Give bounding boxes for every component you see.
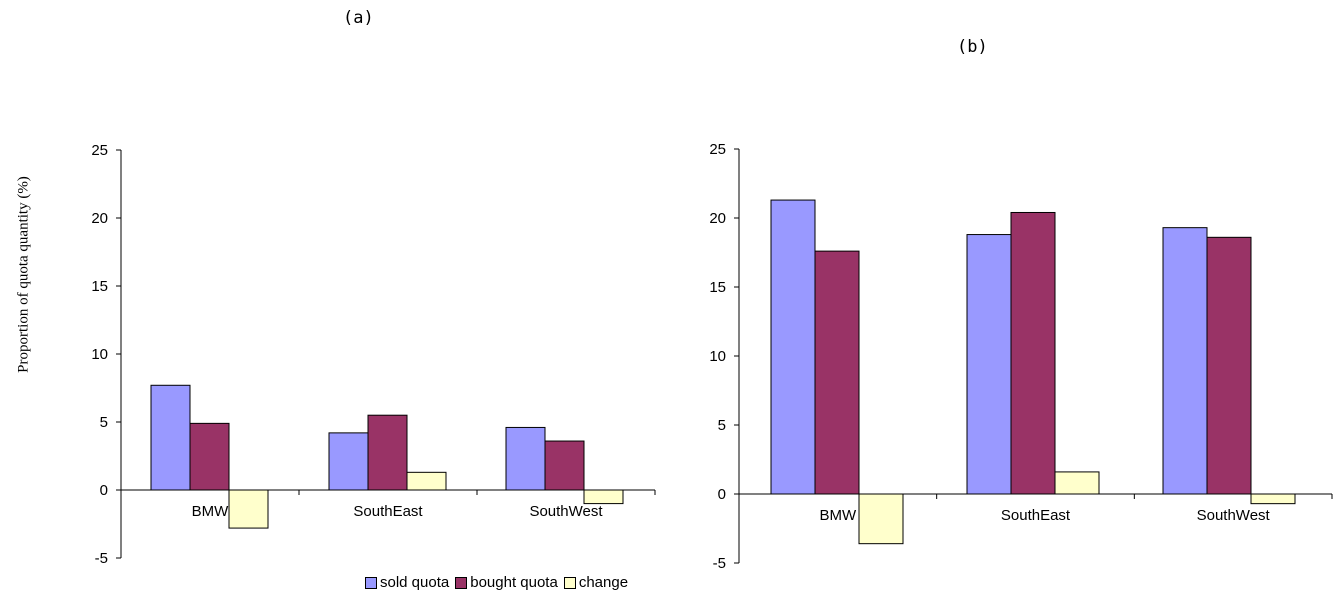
panel-b-bar-sold-southwest [1162,227,1208,495]
panel-a-bar-bought-bmw [189,422,230,491]
panel-b-y-tick-label: 5 [718,417,726,434]
legend-item-bought: bought quota [455,574,558,591]
panel-b-y-tick-label: -5 [713,555,726,572]
panel-b-title: (b) [957,37,988,57]
panel-b-bar-bought-southwest [1206,236,1252,495]
panel-b-bar-change-southwest [1250,493,1296,505]
legend-item-change: change [563,574,629,591]
panel-a-category-label-southeast: SouthEast [353,503,423,520]
panel-a-y-tick-label: 5 [100,414,108,431]
panel-a-y-tick-label: 20 [91,210,108,227]
panel-a-y-tick-label: 15 [91,278,108,295]
panel-b-y-tick-label: 10 [709,348,726,365]
panel-a-bar-bought-southeast [367,414,408,491]
legend: sold quota bought quota change [365,574,628,591]
panel-b-y-tick-label: 25 [709,141,726,158]
panel-a-bar-change-bmw [228,489,269,529]
legend-swatch-bought [455,576,468,589]
legend-label-change: change [578,574,629,591]
panel-b-y-tick-label: 0 [718,486,726,503]
panel-a-bar-sold-southeast [328,432,369,491]
legend-label-sold: sold quota [380,574,450,591]
panel-b-bar-sold-bmw [770,199,816,495]
panel-a-title: (a) [343,8,374,28]
panel-a-bar-change-southwest [583,489,624,505]
panel-a-bar-bought-southwest [544,440,585,491]
panel-a-bar-change-southeast [406,471,447,491]
panel-a-y-tick-label: 0 [100,482,108,499]
panel-b-y-tick-label: 15 [709,279,726,296]
panel-a-y-tick-label: 25 [91,142,108,159]
panel-a-y-tick-label: 10 [91,346,108,363]
panel-b-category-label-southwest: SouthWest [1197,507,1271,524]
legend-swatch-sold [365,576,377,589]
panel-b-bar-bought-bmw [814,250,860,495]
panel-b-category-label-bmw: BMW [819,507,857,524]
legend-label-bought: bought quota [470,574,558,591]
panel-b-y-tick-label: 20 [709,210,726,227]
panel-b-bar-change-southeast [1054,471,1100,495]
legend-item-sold: sold quota [365,574,449,591]
panel-b-bar-bought-southeast [1010,211,1056,495]
panel-b-bar-sold-southeast [966,234,1012,495]
panel-a-bar-sold-southwest [505,426,546,491]
panel-b-category-label-southeast: SouthEast [1001,507,1071,524]
panel-a-category-label-bmw: BMW [192,503,230,520]
panel-b-bar-change-bmw [858,493,904,545]
legend-swatch-change [563,576,576,589]
panel-a-y-tick-label: -5 [95,550,108,567]
panel-a-bar-sold-bmw [150,384,191,491]
panel-a-category-label-southwest: SouthWest [529,503,603,520]
